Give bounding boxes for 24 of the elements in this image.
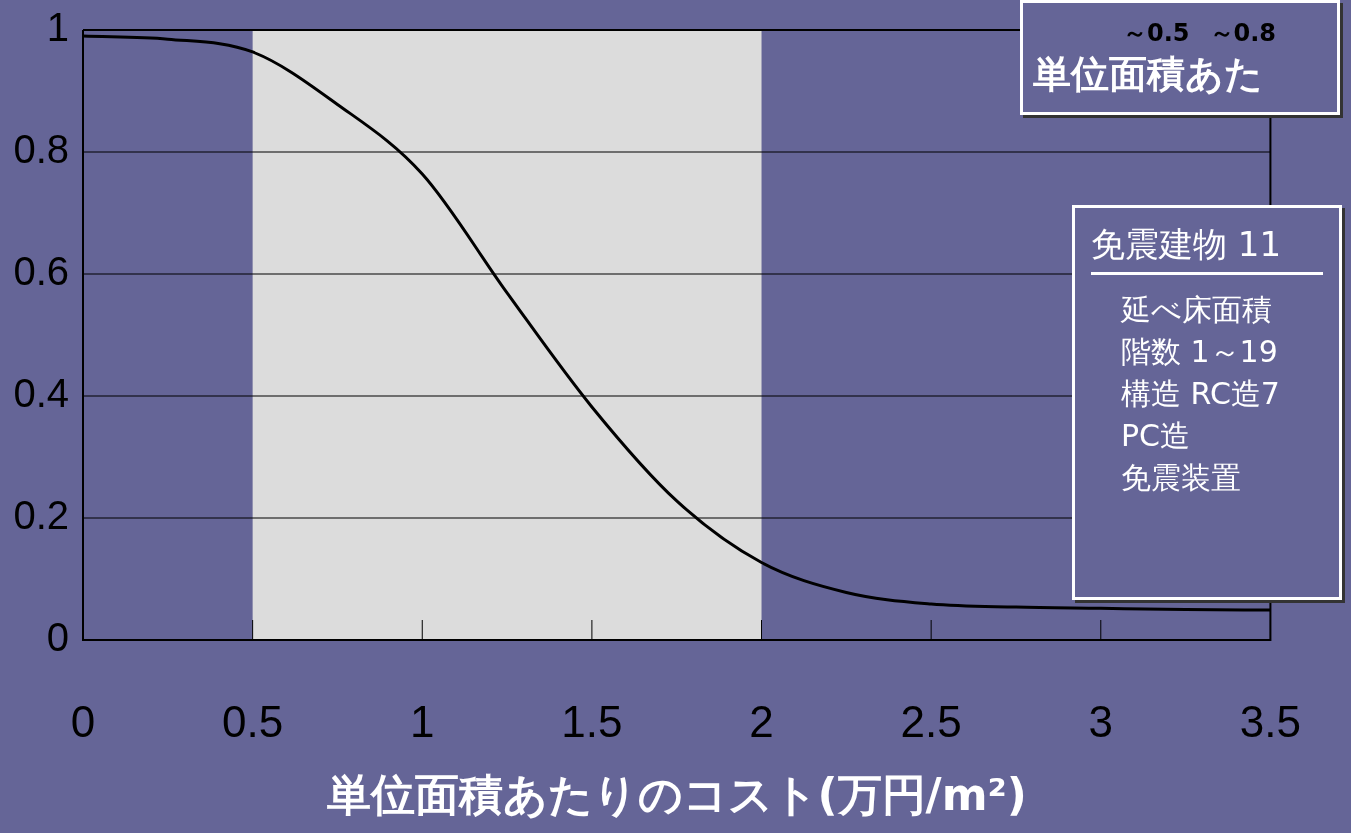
x-tick-label: 3 (1088, 696, 1114, 746)
y-tick-label: 0.2 (13, 493, 69, 538)
annotation: 構造 RC造7 (1120, 375, 1281, 413)
x-tick-label: 1 (410, 696, 435, 746)
annotation: 階数 1～19 (1120, 333, 1279, 371)
x-tick-label: 0.5 (222, 696, 284, 746)
annotation: PC造 (1120, 417, 1192, 455)
inset-panel: ～0.5 ～0.8 単位面積あた (1020, 0, 1340, 115)
annotation: 免震装置 (1120, 459, 1242, 497)
y-tick-label: 0.4 (13, 371, 69, 416)
annotation: 免震建物 11 (1091, 222, 1323, 275)
x-axis-title: 単位面積あたりのコスト(万円/m²) (326, 769, 1027, 821)
annotation: 単位面積あた (1033, 51, 1264, 98)
annotation: ～0.8 (1209, 18, 1277, 49)
x-tick-label: 1.5 (561, 696, 623, 746)
y-tick-label: 0 (46, 615, 69, 660)
y-tick-label: 0.6 (13, 249, 69, 294)
x-tick-label: 3.5 (1239, 696, 1301, 746)
y-tick-label: 1 (46, 5, 69, 50)
annotation: ～0.5 (1123, 18, 1190, 49)
y-tick-label: 0.8 (13, 127, 69, 172)
annotation: 延べ床面積 (1120, 291, 1273, 329)
x-tick-label: 2.5 (900, 696, 962, 746)
x-tick-label: 2 (749, 696, 774, 746)
